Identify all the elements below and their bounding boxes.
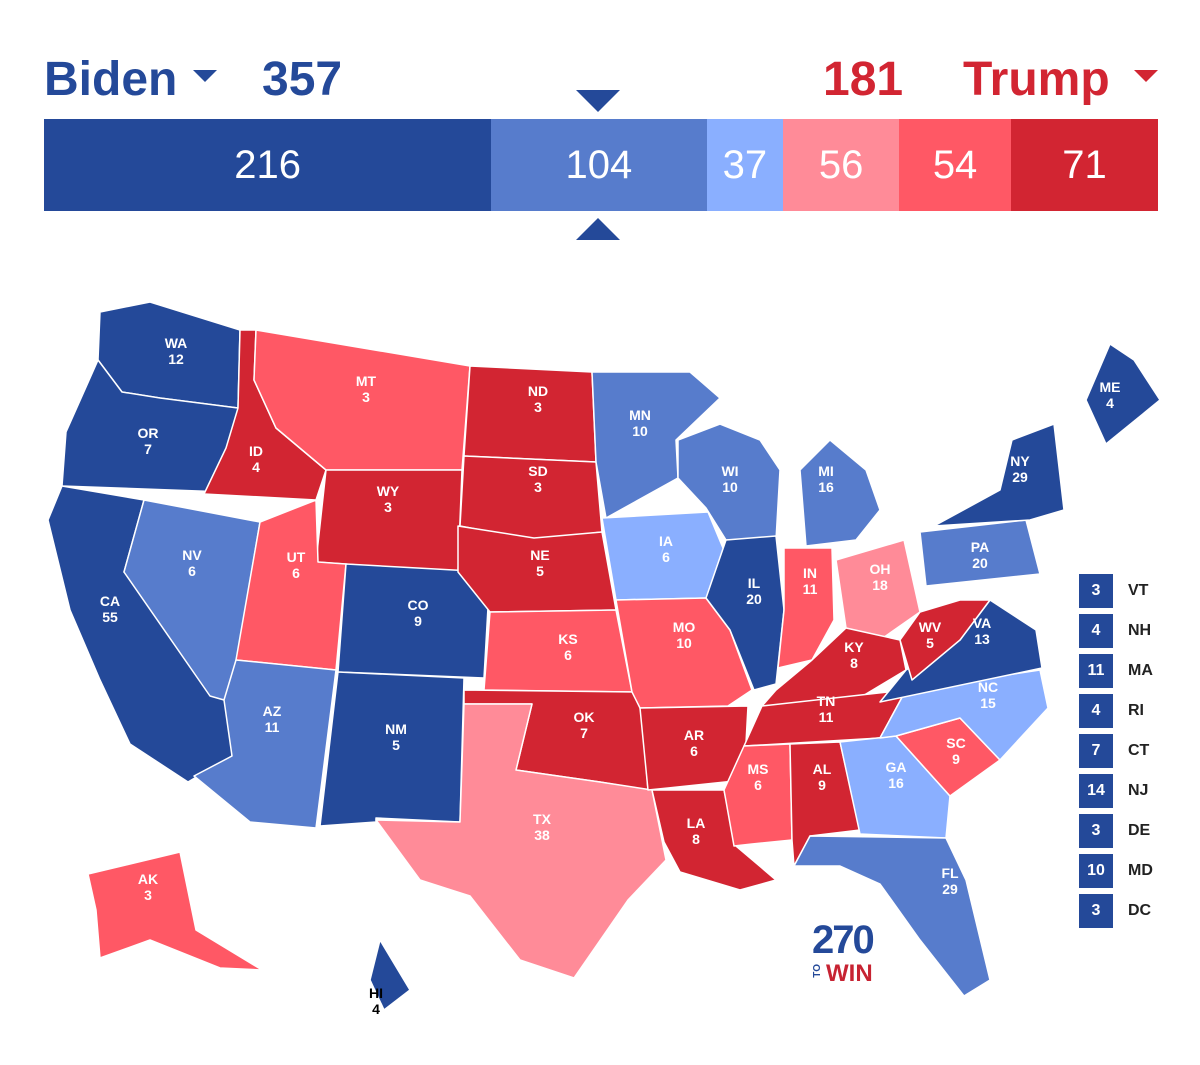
state-label-nd: ND 3: [528, 383, 548, 415]
state-label-il: IL 20: [746, 575, 762, 607]
state-ks[interactable]: [483, 609, 633, 693]
biden-name: Biden: [44, 53, 178, 106]
state-label-or: OR 7: [138, 425, 159, 457]
state-label-me: ME 4: [1100, 379, 1121, 411]
state-co[interactable]: [337, 563, 491, 679]
small-state-label-ri: RI: [1128, 702, 1144, 719]
state-label-ms: MS 6: [748, 761, 769, 793]
small-state-label-dc: DC: [1128, 902, 1152, 919]
state-label-nv: NV 6: [182, 547, 202, 579]
state-ny[interactable]: [933, 423, 1065, 527]
bar-segment-lean-d[interactable]: 37: [706, 119, 784, 211]
state-label-ca: CA 55: [100, 593, 120, 625]
small-state-ev-nh[interactable]: 4: [1079, 614, 1113, 648]
small-state-label-vt: VT: [1128, 582, 1149, 599]
state-mn[interactable]: [591, 371, 721, 519]
state-nd[interactable]: [463, 365, 597, 463]
state-il[interactable]: [705, 535, 785, 691]
state-label-ar: AR 6: [684, 727, 704, 759]
state-ak[interactable]: [87, 851, 263, 971]
state-label-co: CO 9: [408, 597, 429, 629]
logo-win: WIN: [826, 960, 873, 987]
state-label-ok: OK 7: [574, 709, 595, 741]
state-label-wy: WY 3: [377, 483, 400, 515]
trump-dropdown-caret-icon[interactable]: [1134, 70, 1158, 82]
state-fl[interactable]: [793, 835, 991, 997]
state-hi[interactable]: [369, 939, 411, 1011]
state-label-la: LA 8: [687, 815, 706, 847]
state-az[interactable]: [193, 659, 337, 829]
state-label-sc: SC 9: [946, 735, 965, 767]
state-label-in: IN 11: [803, 565, 818, 597]
state-label-ny: NY 29: [1010, 453, 1030, 485]
electoral-vote-bar: 216 104 37 56 54 71: [44, 119, 1158, 211]
state-label-ut: UT 6: [287, 549, 306, 581]
state-label-ia: IA 6: [659, 533, 673, 565]
logo-number: 270: [812, 918, 875, 962]
state-label-wa: WA 12: [165, 335, 188, 367]
state-label-ak: AK 3: [138, 871, 158, 903]
state-label-mn: MN 10: [629, 407, 651, 439]
small-state-ev-nj[interactable]: 14: [1079, 774, 1113, 808]
state-label-ky: KY 8: [844, 639, 864, 671]
small-state-label-ma: MA: [1128, 662, 1153, 679]
bar-segment-lean-r[interactable]: 56: [783, 119, 900, 211]
state-label-ks: KS 6: [558, 631, 577, 663]
state-label-mi: MI 16: [818, 463, 834, 495]
state-label-ga: GA 16: [886, 759, 907, 791]
small-state-ev-dc[interactable]: 3: [1079, 894, 1113, 928]
state-label-nm: NM 5: [385, 721, 407, 753]
logo-to: TO: [812, 964, 823, 978]
state-label-fl: FL 29: [941, 865, 959, 897]
small-state-label-de: DE: [1128, 822, 1151, 839]
270-marker-bottom-icon: [576, 218, 620, 240]
bar-segment-likely-r[interactable]: 54: [899, 119, 1011, 211]
state-label-wv: WV 5: [919, 619, 942, 651]
state-label-hi: HI 4: [369, 985, 383, 1017]
state-nm[interactable]: [319, 671, 465, 827]
biden-dropdown-caret-icon[interactable]: [193, 70, 217, 82]
state-label-id: ID 4: [249, 443, 263, 475]
270-marker-top-icon: [576, 90, 620, 112]
state-label-oh: OH 18: [870, 561, 891, 593]
state-tx[interactable]: [375, 703, 667, 979]
state-oh[interactable]: [835, 539, 921, 641]
small-state-ev-md[interactable]: 10: [1079, 854, 1113, 888]
small-state-label-md: MD: [1128, 862, 1153, 879]
small-state-ev-ri[interactable]: 4: [1079, 694, 1113, 728]
bar-segment-likely-d[interactable]: 104: [491, 119, 707, 211]
state-label-ne: NE 5: [530, 547, 549, 579]
state-label-sd: SD 3: [528, 463, 547, 495]
bar-segment-safe-d[interactable]: 216: [44, 119, 492, 211]
bar-segment-safe-r[interactable]: 71: [1010, 119, 1158, 211]
state-label-az: AZ 11: [263, 703, 282, 735]
state-label-tx: TX 38: [533, 811, 552, 843]
state-label-mo: MO 10: [673, 619, 696, 651]
state-label-mt: MT 3: [356, 373, 377, 405]
trump-ev-total: 181: [823, 53, 904, 106]
state-ar[interactable]: [639, 705, 749, 791]
state-me[interactable]: [1085, 343, 1161, 445]
small-state-label-ct: CT: [1128, 742, 1150, 759]
trump-name: Trump: [963, 53, 1110, 106]
state-label-al: AL 9: [813, 761, 832, 793]
small-state-ev-ma[interactable]: 11: [1079, 654, 1113, 688]
state-wv[interactable]: [899, 599, 991, 681]
state-label-nc: NC 15: [978, 679, 998, 711]
270towin-logo[interactable]: 270 TO WIN: [806, 918, 886, 988]
small-state-label-nj: NJ: [1128, 782, 1149, 799]
small-state-ev-de[interactable]: 3: [1079, 814, 1113, 848]
biden-ev-total: 357: [262, 53, 343, 106]
state-pa[interactable]: [919, 519, 1041, 587]
small-state-ev-ct[interactable]: 7: [1079, 734, 1113, 768]
state-mi[interactable]: [799, 439, 881, 547]
small-state-ev-vt[interactable]: 3: [1079, 574, 1113, 608]
state-label-wi: WI 10: [721, 463, 738, 495]
small-state-label-nh: NH: [1128, 622, 1152, 639]
state-label-va: VA 13: [973, 615, 991, 647]
state-label-tn: TN 11: [817, 693, 836, 725]
state-label-pa: PA 20: [971, 539, 989, 571]
